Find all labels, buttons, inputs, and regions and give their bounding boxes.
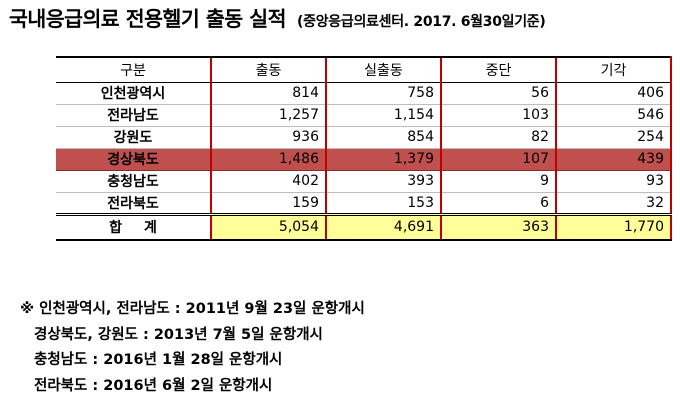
dispatch-cell: 402: [210, 170, 326, 193]
stopped-cell: 82: [440, 126, 556, 149]
table-header-row: 구분 출동 실출동 중단 기각: [56, 56, 672, 83]
page-subtitle: (중앙응급의료센터. 2017. 6월30일기준): [297, 14, 546, 30]
header-actual-dispatch: 실출동: [325, 56, 441, 83]
rejected-cell: 32: [555, 192, 672, 215]
note-line: 전라북도 : 2016년 6월 2일 운항개시: [34, 377, 273, 394]
header-dispatch: 출동: [210, 56, 326, 83]
total-label: 합계: [56, 212, 211, 241]
dispatch-cell: 1,257: [210, 104, 326, 127]
page-title: 국내응급의료 전용헬기 출동 실적: [9, 7, 286, 31]
header-stopped: 중단: [440, 56, 556, 83]
table-row: 전라남도 1,257 1,154 103 546: [56, 104, 672, 127]
actual-cell: 393: [325, 170, 441, 193]
actual-cell: 854: [325, 126, 441, 149]
actual-cell: 1,154: [325, 104, 441, 127]
region-cell: 강원도: [56, 126, 211, 149]
region-cell: 경상북도: [56, 148, 211, 171]
table-row: 인천광역시 814 758 56 406: [56, 82, 672, 105]
stopped-cell: 6: [440, 192, 556, 215]
rejected-cell: 439: [555, 148, 672, 171]
note-line: 충청남도 : 2016년 1월 28일 운항개시: [34, 352, 283, 368]
dispatch-table: 구분 출동 실출동 중단 기각 인천광역시 814 758 56 406 전라남…: [56, 56, 672, 241]
total-stopped: 363: [440, 212, 556, 241]
total-actual: 4,691: [325, 212, 441, 241]
stopped-cell: 103: [440, 104, 556, 127]
table-row: 전라북도 159 153 6 32: [56, 192, 672, 215]
rejected-cell: 546: [555, 104, 672, 127]
actual-cell: 153: [325, 192, 441, 215]
note-line: ※ 인천광역시, 전라남도 : 2011년 9월 23일 운항개시: [20, 301, 365, 317]
total-row: 합계 5,054 4,691 363 1,770: [56, 212, 672, 241]
region-cell: 충청남도: [56, 170, 211, 193]
note-line: 경상북도, 강원도 : 2013년 7월 5일 운항개시: [34, 326, 323, 343]
region-cell: 전라북도: [56, 192, 211, 215]
table-row: 충청남도 402 393 9 93: [56, 170, 672, 193]
title-row: 국내응급의료 전용헬기 출동 실적 (중앙응급의료센터. 2017. 6월30일…: [9, 2, 546, 32]
header-rejected: 기각: [555, 56, 672, 83]
dispatch-cell: 936: [210, 126, 326, 149]
total-dispatch: 5,054: [210, 212, 326, 241]
region-cell: 전라남도: [56, 104, 211, 127]
dispatch-cell: 1,486: [210, 148, 326, 171]
rejected-cell: 406: [555, 82, 672, 105]
actual-cell: 1,379: [325, 148, 441, 171]
stopped-cell: 56: [440, 82, 556, 105]
notes: ※ 인천광역시, 전라남도 : 2011년 9월 23일 운항개시 경상북도, …: [20, 297, 365, 399]
region-cell: 인천광역시: [56, 82, 211, 105]
stopped-cell: 9: [440, 170, 556, 193]
rejected-cell: 254: [555, 126, 672, 149]
total-rejected: 1,770: [555, 212, 672, 241]
dispatch-cell: 159: [210, 192, 326, 215]
table-row: 강원도 936 854 82 254: [56, 126, 672, 149]
table-row-highlighted: 경상북도 1,486 1,379 107 439: [56, 148, 672, 171]
actual-cell: 758: [325, 82, 441, 105]
rejected-cell: 93: [555, 170, 672, 193]
header-category: 구분: [56, 56, 211, 83]
stopped-cell: 107: [440, 148, 556, 171]
dispatch-cell: 814: [210, 82, 326, 105]
